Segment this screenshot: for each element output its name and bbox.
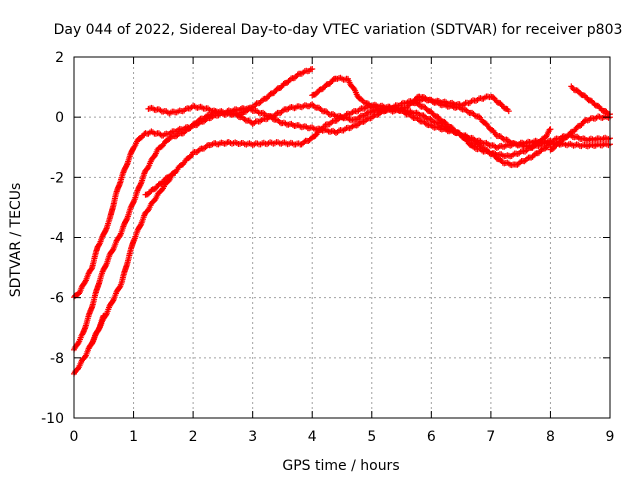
plot-frame xyxy=(73,56,611,419)
data-point xyxy=(416,117,422,124)
data-point xyxy=(186,154,193,161)
data-series xyxy=(309,74,512,115)
data-point xyxy=(172,169,179,176)
y-tick-label: 0 xyxy=(55,110,64,126)
y-tick-label: -4 xyxy=(50,231,64,247)
data-point xyxy=(547,126,554,133)
y-axis-label: SDTVAR / TECUs xyxy=(8,183,24,298)
x-axis-label: GPS time / hours xyxy=(282,458,399,474)
y-tick-label: -2 xyxy=(50,170,64,186)
x-tick-label: 4 xyxy=(308,429,317,445)
y-tick-label: -6 xyxy=(50,291,64,307)
x-tick-label: 7 xyxy=(486,429,495,445)
data-point xyxy=(252,101,259,108)
data-series xyxy=(410,99,554,160)
chart-title: Day 044 of 2022, Sidereal Day-to-day VTE… xyxy=(54,22,623,38)
data-series xyxy=(145,66,316,118)
y-tick-label: -10 xyxy=(41,411,64,427)
data-point xyxy=(364,100,371,107)
axis-layer: 0 1 2 3 4 5 6 7 8 9 -10 -8 -6 -4 -2 0 2 xyxy=(41,50,614,445)
data-series xyxy=(71,101,613,353)
x-tick-label: 3 xyxy=(248,429,257,445)
data-point xyxy=(517,159,524,166)
x-tick-label: 6 xyxy=(427,429,436,445)
x-tick-label: 1 xyxy=(129,429,138,445)
y-tick-label: -8 xyxy=(50,351,64,367)
data-point xyxy=(471,112,478,119)
data-series xyxy=(547,113,613,153)
data-point xyxy=(326,121,333,128)
data-point xyxy=(505,108,512,115)
data-point xyxy=(476,113,482,120)
x-tick-label: 0 xyxy=(70,429,79,445)
data-point xyxy=(82,353,89,360)
data-point xyxy=(542,145,549,152)
y-tick-label: 2 xyxy=(55,50,64,66)
data-point xyxy=(123,216,130,223)
x-tick-label: 9 xyxy=(606,429,615,445)
data-point xyxy=(430,118,437,125)
data-point xyxy=(564,134,571,140)
data-point xyxy=(100,312,107,319)
x-tick-label: 2 xyxy=(189,429,198,445)
data-series xyxy=(142,169,179,198)
data-series xyxy=(568,83,613,118)
data-point xyxy=(159,179,166,186)
x-tick-label: 5 xyxy=(367,429,376,445)
data-layer xyxy=(71,66,613,377)
data-point xyxy=(145,207,151,214)
data-point xyxy=(497,100,504,107)
data-point xyxy=(323,108,329,115)
data-series xyxy=(71,95,613,301)
data-point xyxy=(312,132,319,139)
data-series xyxy=(88,312,107,347)
data-point xyxy=(309,66,316,73)
x-tick-label: 8 xyxy=(546,429,555,445)
data-point xyxy=(267,113,274,120)
